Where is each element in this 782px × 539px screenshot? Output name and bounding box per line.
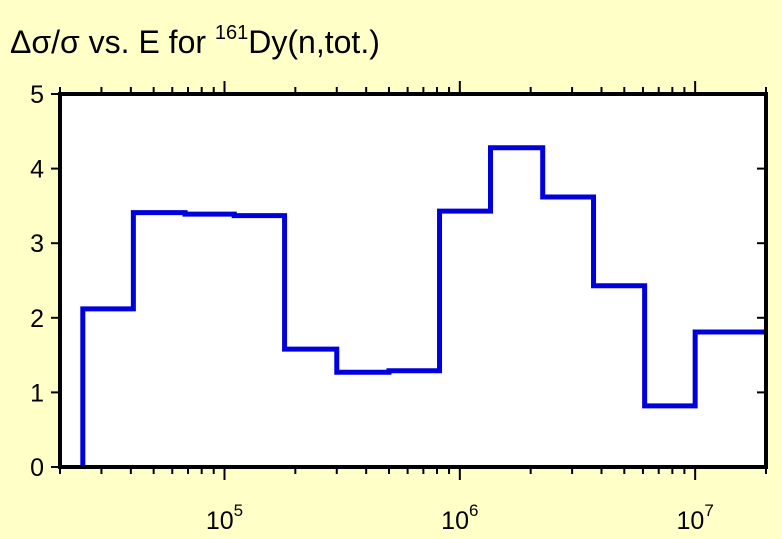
- y-tick-label: 3: [30, 230, 44, 258]
- y-tick-label: 1: [30, 379, 44, 407]
- x-tick-base: 10: [206, 507, 234, 535]
- y-tick-label: 5: [30, 81, 44, 109]
- x-tick-exponent: 6: [469, 501, 478, 520]
- x-tick-label: 106: [441, 501, 478, 535]
- plot-frame: [58, 92, 768, 469]
- x-tick-label: 105: [206, 501, 243, 535]
- x-tick-label: 107: [677, 501, 714, 535]
- step-series-line: [80, 145, 766, 467]
- title-superscript: 161: [215, 22, 248, 44]
- chart-title: Δσ/σ vs. E for 161Dy(n,tot.): [10, 22, 380, 60]
- y-tick-label: 0: [30, 454, 44, 482]
- x-tick-exponent: 5: [234, 501, 243, 520]
- y-tick-label: 4: [30, 156, 44, 184]
- x-tick-base: 10: [677, 507, 705, 535]
- plot-area: [60, 94, 766, 467]
- y-tick-label: 2: [30, 305, 44, 333]
- x-tick-base: 10: [441, 507, 469, 535]
- x-tick-exponent: 7: [704, 501, 713, 520]
- title-suffix: Dy(n,tot.): [248, 24, 380, 60]
- title-main-text: Δσ/σ vs. E for: [10, 24, 215, 60]
